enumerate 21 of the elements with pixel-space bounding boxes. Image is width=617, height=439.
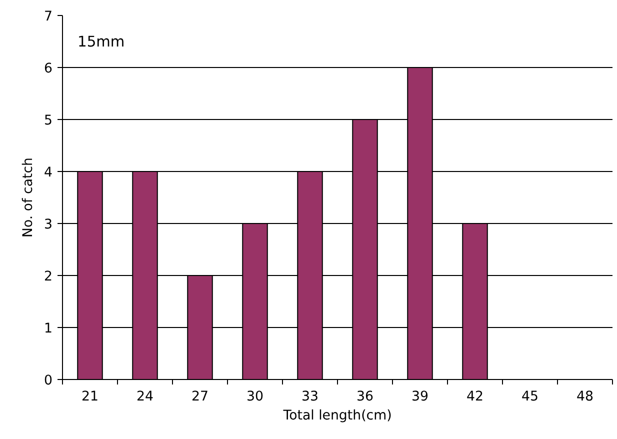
y-axis-title: No. of catch [21,158,36,238]
x-tick-label: 21 [82,390,98,404]
y-tick-label: 6 [44,62,53,76]
x-tick-label: 30 [246,390,264,404]
x-tick-label: 33 [302,390,318,404]
x-tick-label: 48 [576,390,594,404]
y-tick-label: 1 [44,322,53,336]
x-tick-label: 45 [522,390,538,404]
x-tick-label: 39 [412,390,428,404]
y-tick-label: 3 [44,218,53,232]
x-tick-label: 27 [192,390,208,404]
y-tick-label: 4 [44,166,53,180]
x-tick-label: 36 [356,390,374,404]
annotation: 15mm [78,34,125,51]
x-axis-title: Total length(cm) [282,408,392,424]
y-tick-label: 0 [44,374,53,388]
x-tick-label: 42 [466,390,484,404]
y-tick-label: 2 [44,270,53,284]
y-tick-label: 7 [44,10,53,24]
x-tick-label: 24 [136,390,154,404]
y-tick-label: 5 [44,114,53,128]
